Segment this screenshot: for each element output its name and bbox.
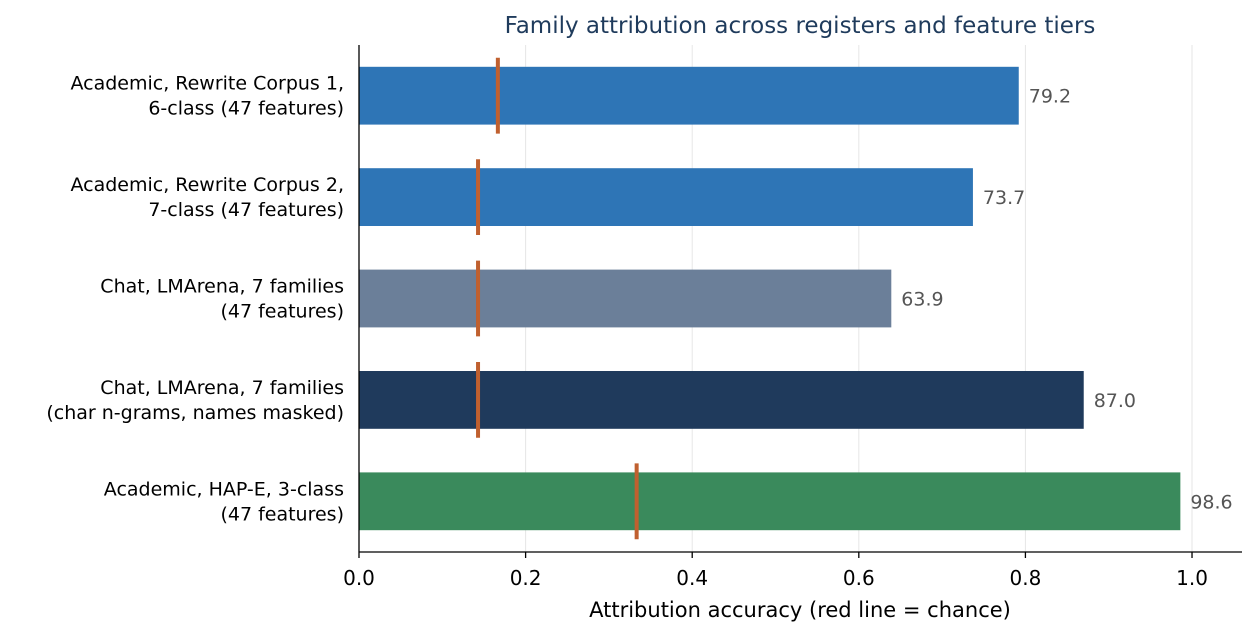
category-label-line: (char n-grams, names masked): [46, 402, 344, 424]
category-label-line: Academic, HAP-E, 3-class: [104, 478, 344, 500]
category-label-3: Chat, LMArena, 7 families (47 features): [100, 276, 344, 323]
category-label-line: Chat, LMArena, 7 families: [100, 276, 344, 298]
category-label-line: (47 features): [220, 301, 344, 323]
chance-layer: [476, 57, 639, 540]
category-label-5: Academic, HAP-E, 3-class (47 features): [104, 478, 344, 525]
x-tick-label: 0.8: [1010, 566, 1042, 590]
category-label-line: 6-class (47 features): [148, 98, 344, 120]
category-label-4: Chat, LMArena, 7 families (char n-grams, …: [46, 377, 344, 424]
category-label-line: (47 features): [220, 503, 344, 525]
category-label-line: Chat, LMArena, 7 families: [100, 377, 344, 399]
x-tick-label: 0.6: [843, 566, 875, 590]
data-label-1: 79.2: [1029, 86, 1071, 108]
chart-title: Family attribution across registers and …: [505, 13, 1096, 39]
x-tick-label: 0.0: [343, 566, 375, 590]
data-label-4: 87.0: [1094, 390, 1136, 412]
bar-2: [359, 168, 973, 226]
x-tick-label: 1.0: [1176, 566, 1208, 590]
category-label-line: 7-class (47 features): [148, 199, 344, 221]
bar-4: [359, 371, 1084, 429]
x-tick-label: 0.2: [510, 566, 542, 590]
axis-layer: 0.0 0.2 0.4 0.6 0.8 1.0: [343, 45, 1242, 590]
bar-1: [359, 66, 1019, 125]
data-label-2: 73.7: [983, 187, 1025, 209]
category-label-line: Academic, Rewrite Corpus 1,: [70, 73, 344, 95]
bar-layer: [359, 66, 1181, 531]
bar-3: [359, 269, 892, 328]
category-label-2: Academic, Rewrite Corpus 2, 7-class (47 f…: [70, 174, 344, 221]
bar-5: [359, 472, 1181, 531]
category-label-line: Academic, Rewrite Corpus 2,: [70, 174, 344, 196]
data-label-3: 63.9: [901, 289, 943, 311]
data-label-5: 98.6: [1190, 491, 1232, 513]
category-label-1: Academic, Rewrite Corpus 1, 6-class (47 f…: [70, 73, 344, 120]
x-tick-label: 0.4: [676, 566, 708, 590]
label-layer: 79.2 Academic, Rewrite Corpus 1, 6-class (…: [46, 73, 1232, 526]
x-axis-label: Attribution accuracy (red line = chance): [589, 598, 1011, 622]
